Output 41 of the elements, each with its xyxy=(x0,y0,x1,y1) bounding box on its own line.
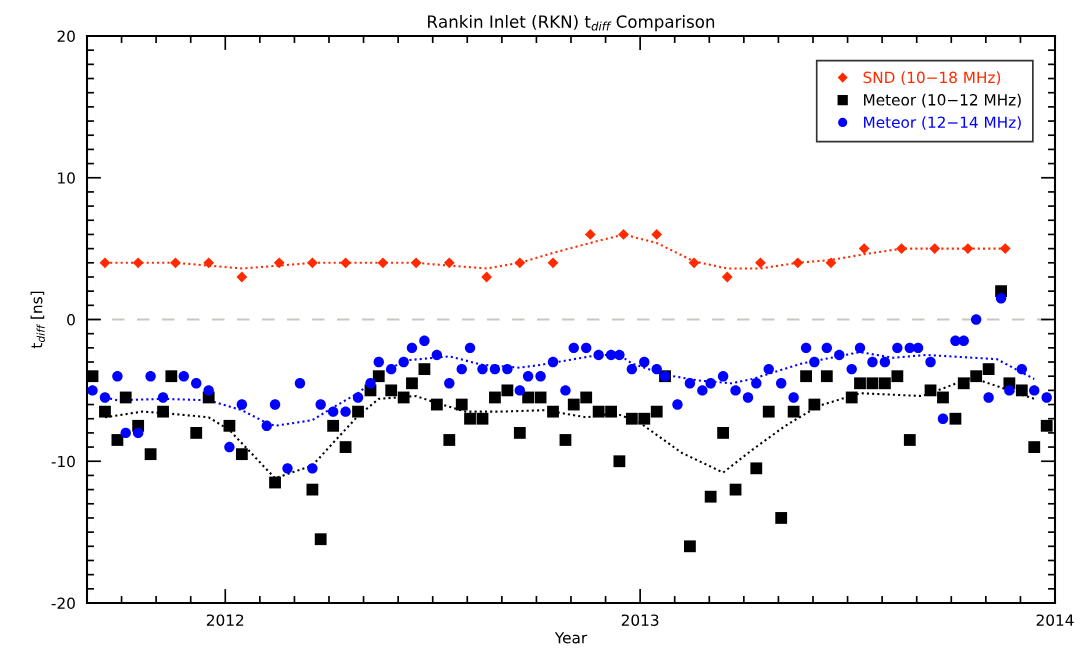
point xyxy=(340,257,351,269)
x-tick-label: 2014 xyxy=(1036,614,1074,626)
x-tick-label: 2013 xyxy=(621,614,659,626)
point xyxy=(896,243,907,255)
point xyxy=(306,257,318,269)
point xyxy=(929,243,941,255)
x-axis-title: Year xyxy=(554,632,588,644)
point xyxy=(203,257,215,269)
y-tick-label: 20 xyxy=(57,30,75,43)
point xyxy=(688,257,700,269)
point xyxy=(999,243,1011,255)
point xyxy=(755,257,766,269)
point xyxy=(99,257,111,269)
point xyxy=(273,257,285,269)
y-tick-label: -20 xyxy=(51,597,75,610)
point xyxy=(618,229,629,240)
point xyxy=(132,257,144,269)
y-axis-title: t$_{diff}$ [ns] xyxy=(30,291,45,349)
point xyxy=(721,271,733,283)
legend-label: Meteor (12−14 MHz) xyxy=(864,116,1021,130)
point xyxy=(410,257,422,269)
point xyxy=(584,229,596,240)
point xyxy=(651,229,663,240)
point xyxy=(377,257,389,269)
point xyxy=(792,257,804,269)
chart-title: Rankin Inlet (RKN) t$_{diff}$ Comparison xyxy=(428,15,715,32)
point xyxy=(236,271,248,283)
point xyxy=(825,257,837,269)
legend-label: Meteor (10−12 MHz) xyxy=(864,93,1021,108)
y-tick-label: 10 xyxy=(58,172,75,184)
point xyxy=(962,243,974,255)
point xyxy=(858,243,870,255)
point xyxy=(443,257,455,269)
y-tick-label: 0 xyxy=(67,313,75,326)
x-tick-label: 2012 xyxy=(206,614,244,626)
legend-label: SND (10−18 MHz) xyxy=(863,71,1001,85)
point xyxy=(514,257,526,269)
y-tick-label: -10 xyxy=(51,455,75,468)
point xyxy=(481,271,493,283)
point xyxy=(170,257,181,269)
point xyxy=(547,257,559,269)
